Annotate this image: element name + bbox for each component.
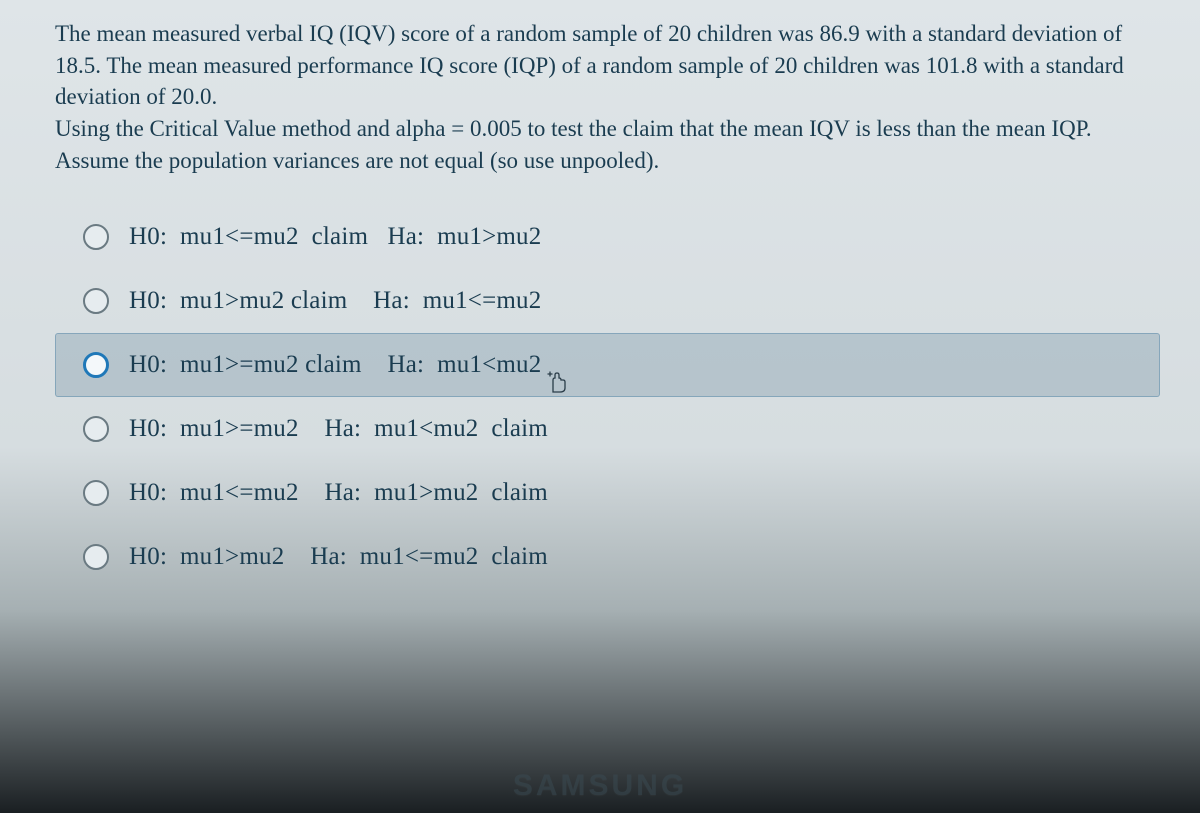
option-6[interactable]: H0: mu1>mu2 Ha: mu1<=mu2 claim (55, 525, 1160, 589)
option-label: H0: mu1<=mu2 Ha: mu1>mu2 claim (129, 479, 548, 507)
radio-icon[interactable] (83, 480, 109, 506)
option-label: H0: mu1>mu2 Ha: mu1<=mu2 claim (129, 543, 548, 571)
option-label: H0: mu1<=mu2 claim Ha: mu1>mu2 (129, 223, 541, 251)
option-2[interactable]: H0: mu1>mu2 claim Ha: mu1<=mu2 (55, 269, 1160, 333)
option-label: H0: mu1>mu2 claim Ha: mu1<=mu2 (129, 287, 541, 315)
question-prompt: The mean measured verbal IQ (IQV) score … (55, 18, 1160, 177)
option-4[interactable]: H0: mu1>=mu2 Ha: mu1<mu2 claim (55, 397, 1160, 461)
option-5[interactable]: H0: mu1<=mu2 Ha: mu1>mu2 claim (55, 461, 1160, 525)
option-3[interactable]: H0: mu1>=mu2 claim Ha: mu1<mu2 (55, 333, 1160, 397)
radio-icon[interactable] (83, 544, 109, 570)
pointer-cursor-icon (546, 370, 566, 399)
option-label: H0: mu1>=mu2 claim Ha: mu1<mu2 (129, 351, 541, 379)
radio-icon[interactable] (83, 224, 109, 250)
option-1[interactable]: H0: mu1<=mu2 claim Ha: mu1>mu2 (55, 205, 1160, 269)
radio-icon[interactable] (83, 352, 109, 378)
radio-icon[interactable] (83, 288, 109, 314)
question-block: The mean measured verbal IQ (IQV) score … (0, 0, 1200, 589)
radio-icon[interactable] (83, 416, 109, 442)
options-group: H0: mu1<=mu2 claim Ha: mu1>mu2 H0: mu1>m… (55, 205, 1160, 589)
option-label: H0: mu1>=mu2 Ha: mu1<mu2 claim (129, 415, 548, 443)
device-brand: SAMSUNG (513, 769, 687, 803)
